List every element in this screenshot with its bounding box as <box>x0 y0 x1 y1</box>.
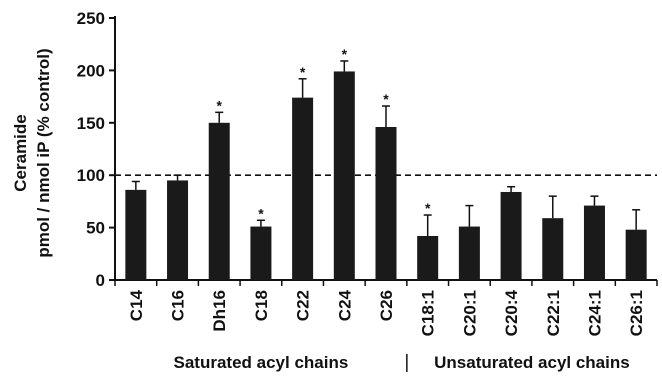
category-label: C18 <box>252 290 271 321</box>
category-label: C22:1 <box>544 290 563 336</box>
y-tick-label: 200 <box>77 61 105 80</box>
category-label: C18:1 <box>419 290 438 336</box>
significance-marker: * <box>342 46 348 62</box>
group-label: Saturated acyl chains <box>174 353 349 372</box>
bars: * * * * * * <box>125 46 647 280</box>
y-axis-title: Ceramide pmol / nmol iP (% control) <box>11 48 53 257</box>
significance-marker: * <box>383 91 389 107</box>
y-axis-title-line1: Ceramide <box>11 114 30 191</box>
significance-marker: * <box>217 97 223 113</box>
bar <box>458 226 480 280</box>
group-label: Unsaturated acyl chains <box>434 353 630 372</box>
bar <box>583 205 605 280</box>
bar <box>250 226 272 280</box>
y-tick-label: 50 <box>86 219 105 238</box>
bar <box>375 126 397 280</box>
category-label: C22 <box>294 290 313 321</box>
significance-marker: * <box>425 200 431 216</box>
category-label: C20:1 <box>460 290 479 336</box>
bar <box>417 235 439 280</box>
bar <box>125 189 147 280</box>
bar <box>542 218 564 280</box>
significance-marker: * <box>300 64 306 80</box>
category-label: C26:1 <box>627 290 646 336</box>
y-axis-title-line2: pmol / nmol iP (% control) <box>34 48 53 257</box>
category-label: C26 <box>377 290 396 321</box>
category-label: C24:1 <box>585 290 604 336</box>
y-tick-label: 0 <box>96 271 105 290</box>
y-tick-label: 150 <box>77 114 105 133</box>
y-tick-label: 250 <box>77 9 105 28</box>
bar <box>292 97 314 280</box>
group-labels: Saturated acyl chains Unsaturated acyl ch… <box>174 353 630 372</box>
bar <box>625 229 647 280</box>
category-label: C24 <box>335 289 354 321</box>
category-label: C14 <box>127 289 146 321</box>
bar <box>333 71 355 280</box>
bar <box>167 180 189 280</box>
category-label: C20:4 <box>502 289 521 336</box>
bar <box>208 122 230 280</box>
category-label: Dh16 <box>210 290 229 332</box>
category-labels: C14 C16 Dh16 C18 C22 C24 C26 C18:1 C20:1 C20:4 C22… <box>127 289 646 336</box>
significance-marker: * <box>258 205 264 221</box>
y-tick-label: 100 <box>77 166 105 185</box>
category-label: C16 <box>169 290 188 321</box>
axes: 0 50 100 150 200 250 <box>77 9 658 290</box>
bar <box>500 191 522 280</box>
